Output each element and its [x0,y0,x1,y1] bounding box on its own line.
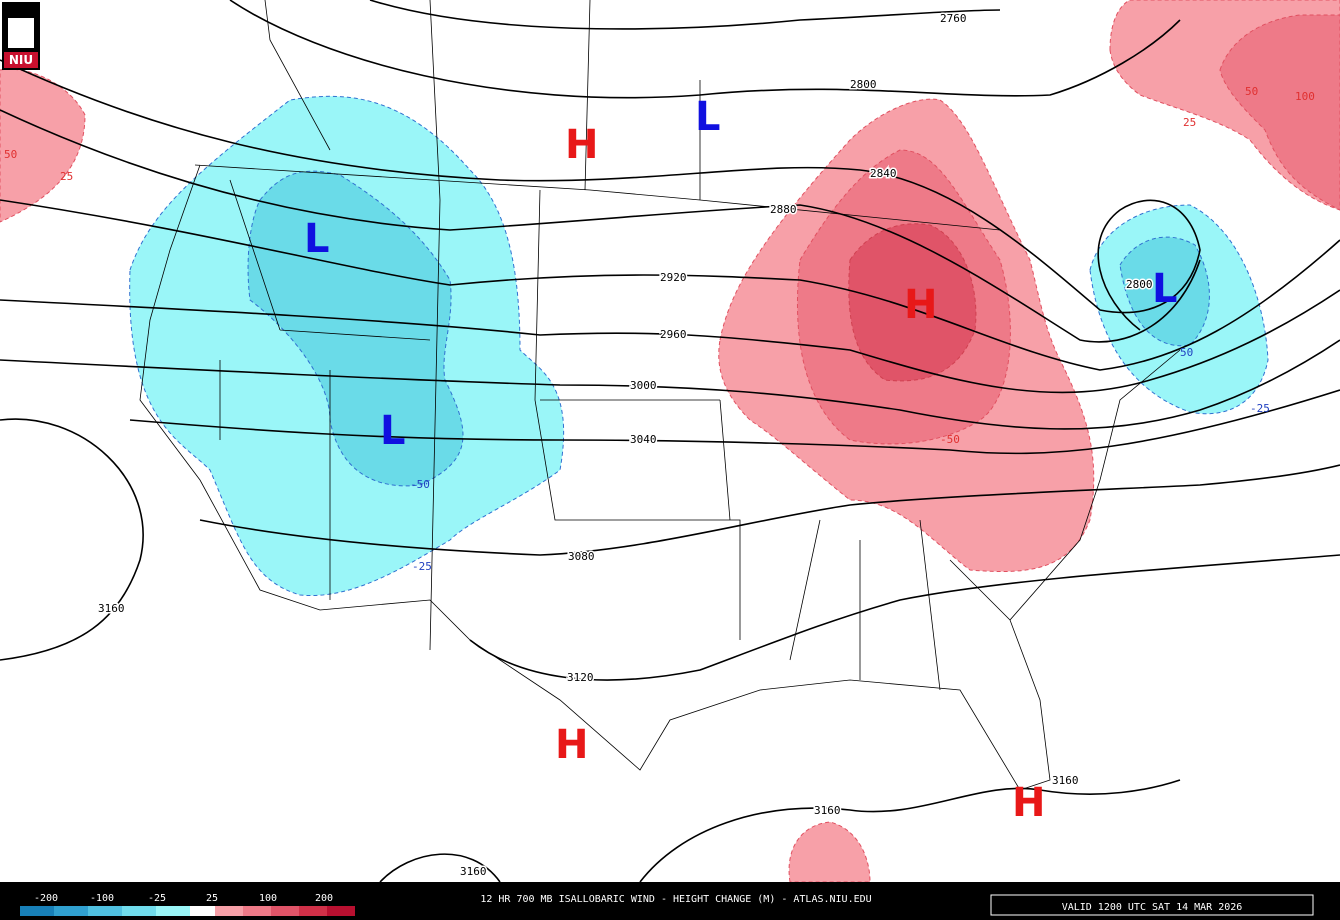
contour [199,464,1340,556]
logo-icon [8,18,34,48]
low-center: L [1152,266,1178,312]
positive-area [0,68,86,223]
high-center: H [565,122,598,168]
high-center: H [1012,780,1045,826]
contour [129,389,1340,455]
contour [0,339,1340,430]
height-change-shading [0,0,1340,883]
contour-label: 3000 [630,379,657,392]
change-label: -25 [412,560,432,573]
colorbar-label: 100 [259,893,277,904]
contour [369,0,1001,30]
colorbar-label: 25 [206,893,218,904]
change-label: 50 [1180,346,1193,359]
contour-label: 3120 [567,671,594,684]
height-contours [0,0,1340,883]
contour-label: 2760 [940,12,967,25]
contour [0,289,1340,394]
contour [469,554,1340,681]
contour-label: 3160 [460,865,487,878]
colorbar-swatch [54,906,88,916]
low-center: L [380,408,406,454]
valid-time: VALID 1200 UTC SAT 14 MAR 2026 [1062,902,1243,913]
contour-label: 3080 [568,550,595,563]
change-label: 25 [60,170,73,183]
state-borders [139,0,1181,791]
contour-label: 2880 [770,203,797,216]
contour-label: 2800 [1126,278,1153,291]
low-center: L [695,94,721,140]
contour-label: 3160 [814,804,841,817]
valid-box [990,894,1314,916]
change-label: -50 [940,433,960,446]
map-title: 12 HR 700 MB ISALLOBARIC WIND - HEIGHT C… [480,894,871,905]
contour-label: 3160 [98,602,125,615]
negative-area [247,170,464,487]
negative-area [1119,236,1210,347]
colorbar-swatch [122,906,156,916]
colorbar-label: -25 [148,893,166,904]
colorbar-label: -100 [90,893,114,904]
contour-label: 3040 [630,433,657,446]
positive-area [848,223,977,382]
positive-area [788,821,871,883]
borders [139,0,1181,791]
change-label: -50 [410,478,430,491]
contour [379,853,501,883]
colorbar-swatch [156,906,190,916]
contour [0,199,1340,371]
colorbar-swatch [271,906,299,916]
change-label: 25 [1183,116,1196,129]
colorbar-swatch [299,906,327,916]
change-label: 50 [4,148,17,161]
contour [0,59,1201,331]
colorbar-swatch [190,906,215,916]
change-label: -25 [1250,402,1270,415]
colorbar-swatch [327,906,355,916]
contour-label: 2800 [850,78,877,91]
colorbar-swatch [88,906,122,916]
logo-band [4,52,38,68]
colorbar-label: -200 [34,893,58,904]
contour-label: 2840 [870,167,897,180]
high-center: H [904,282,937,328]
high-center: H [555,722,588,768]
contour [229,0,1181,99]
low-center: L [304,216,330,262]
change-label: 100 [1295,90,1315,103]
colorbar-swatch [20,906,54,916]
contour-label: 2920 [660,271,687,284]
colorbar-swatch [243,906,271,916]
contour [639,779,1181,883]
positive-area [1219,14,1340,211]
change-label: 50 [1245,85,1258,98]
colorbar-label: 200 [315,893,333,904]
contour [0,109,1201,343]
contour-label: 2960 [660,328,687,341]
contour [0,418,144,661]
logo-text: NIU [9,53,33,67]
colorbar [20,906,355,916]
colorbar-swatch [215,906,243,916]
contour-label: 3160 [1052,774,1079,787]
